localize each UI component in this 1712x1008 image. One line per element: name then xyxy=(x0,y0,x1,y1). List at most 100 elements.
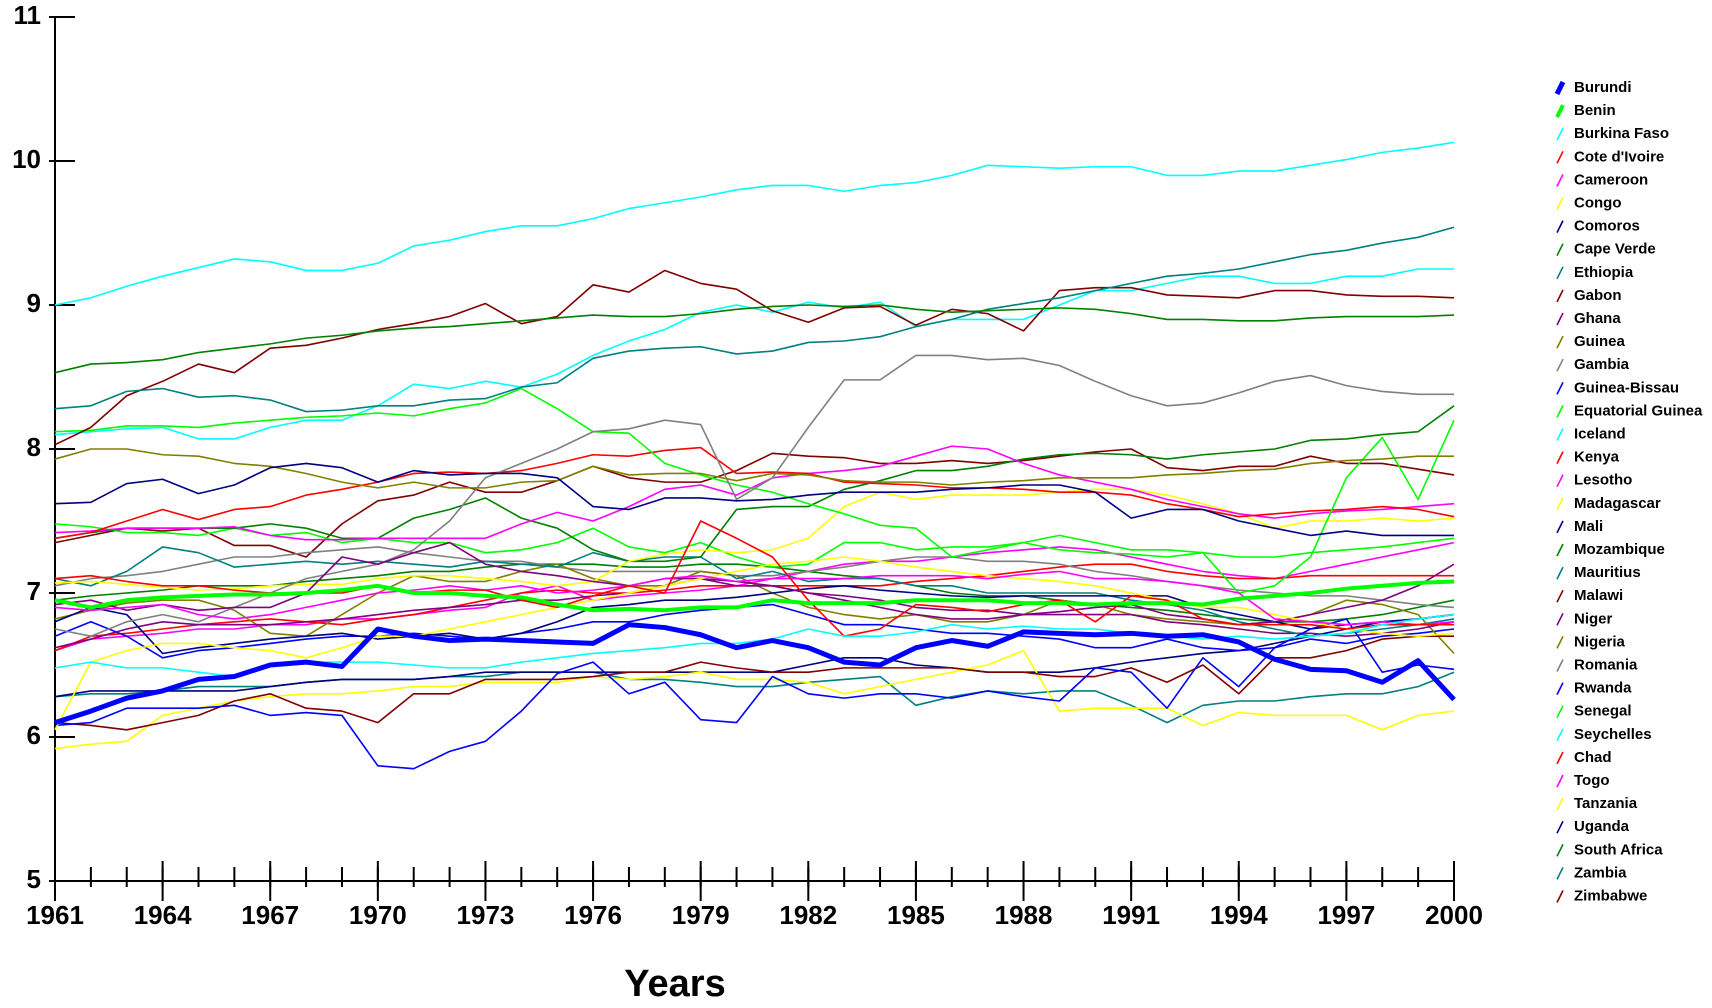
legend-label: Cape Verde xyxy=(1574,241,1656,258)
legend-swatch xyxy=(1556,497,1564,511)
legend-label: Mozambique xyxy=(1574,541,1665,558)
legend-swatch xyxy=(1556,751,1564,765)
legend-swatch xyxy=(1556,890,1564,903)
legend-label: Cameroon xyxy=(1574,171,1648,188)
x-axis-title: Years xyxy=(624,963,725,1003)
legend-label: Kenya xyxy=(1574,449,1620,466)
legend-swatch xyxy=(1555,104,1565,118)
legend-swatch xyxy=(1556,220,1564,233)
legend-label: Tanzania xyxy=(1574,795,1638,812)
y-tick-label: 7 xyxy=(27,576,41,606)
legend-swatch xyxy=(1556,197,1564,210)
legend-label: South Africa xyxy=(1574,841,1663,858)
y-tick-label: 8 xyxy=(27,432,41,462)
legend-swatch xyxy=(1556,797,1564,811)
legend-swatch xyxy=(1554,80,1566,96)
legend-swatch xyxy=(1556,150,1564,164)
y-tick-label: 9 xyxy=(27,288,41,318)
legend-label: Seychelles xyxy=(1574,726,1652,743)
legend-label: Nigeria xyxy=(1574,633,1626,650)
x-tick-label: 1994 xyxy=(1210,900,1268,930)
legend-label: Niger xyxy=(1574,610,1613,627)
legend-label: Guinea xyxy=(1574,333,1626,350)
x-tick-label: 1982 xyxy=(779,900,837,930)
legend-swatch xyxy=(1556,358,1564,372)
x-tick-label: 1991 xyxy=(1102,900,1160,930)
legend-label: Burundi xyxy=(1574,79,1632,96)
legend-label: Togo xyxy=(1574,772,1610,789)
legend-swatch xyxy=(1556,381,1564,395)
legend-label: Equatorial Guinea xyxy=(1574,402,1703,419)
legend-swatch xyxy=(1556,243,1564,257)
legend-swatch xyxy=(1556,335,1564,349)
legend-swatch xyxy=(1556,174,1564,187)
series-line xyxy=(54,445,1455,541)
series-line xyxy=(54,405,1455,563)
legend-label: Benin xyxy=(1574,102,1616,119)
series-line xyxy=(54,622,1456,725)
series-line xyxy=(54,523,1455,568)
series-line xyxy=(54,268,1454,440)
x-tick-label: 1973 xyxy=(457,900,515,930)
series-line xyxy=(54,603,1455,659)
legend-label: Zambia xyxy=(1574,864,1627,881)
legend-swatch xyxy=(1556,774,1564,788)
x-tick-label: 1970 xyxy=(349,900,407,930)
legend-label: Mauritius xyxy=(1574,564,1641,581)
legend-swatch xyxy=(1556,682,1564,695)
series-line xyxy=(54,354,1454,637)
legend-label: Romania xyxy=(1574,656,1638,673)
series-line xyxy=(54,141,1455,306)
x-tick-label: 1976 xyxy=(564,900,622,930)
legend-swatch xyxy=(1556,451,1564,464)
legend-label: Senegal xyxy=(1574,703,1632,720)
legend-swatch xyxy=(1556,474,1564,488)
legend-swatch xyxy=(1556,289,1564,303)
series-line xyxy=(54,556,1455,731)
legend-swatch xyxy=(1556,266,1564,280)
legend-swatch xyxy=(1556,843,1564,857)
legend-swatch xyxy=(1556,428,1564,441)
legend-label: Madagascar xyxy=(1574,495,1661,512)
legend-swatch xyxy=(1556,405,1564,418)
legend-label: Cote d'Ivoire xyxy=(1574,148,1664,165)
series-line xyxy=(54,579,1455,613)
legend-label: Congo xyxy=(1574,194,1621,211)
series-line xyxy=(54,649,1455,750)
x-tick-label: 1979 xyxy=(672,900,730,930)
series-line xyxy=(54,577,1455,649)
x-tick-label: 2000 xyxy=(1425,900,1483,930)
series-line xyxy=(54,448,1454,489)
x-tick-label: 1961 xyxy=(26,900,84,930)
legend-swatch xyxy=(1556,612,1564,626)
legend-swatch xyxy=(1556,543,1564,557)
legend-swatch xyxy=(1556,312,1564,326)
legend-label: Lesotho xyxy=(1574,472,1632,489)
y-tick-label: 5 xyxy=(27,864,41,894)
series-line xyxy=(54,635,1454,731)
series-line xyxy=(54,546,1455,637)
legend-swatch xyxy=(1556,566,1564,580)
legend-swatch xyxy=(1556,127,1564,141)
series-line xyxy=(54,462,1454,537)
legend-swatch xyxy=(1556,659,1564,672)
legend-label: Malawi xyxy=(1574,587,1623,604)
legend-swatch xyxy=(1556,728,1564,742)
legend-swatch xyxy=(1556,520,1564,534)
legend-swatch xyxy=(1556,705,1564,719)
series-line xyxy=(54,585,1455,655)
series-line xyxy=(54,446,1455,540)
legend-swatch xyxy=(1556,820,1564,834)
series-line xyxy=(54,448,1455,558)
series-line xyxy=(54,304,1455,374)
legend-swatch xyxy=(1556,867,1564,880)
legend-swatch xyxy=(1556,589,1564,603)
legend-label: Gambia xyxy=(1574,356,1630,373)
legend-label: Gabon xyxy=(1574,287,1622,304)
legend-label: Chad xyxy=(1574,749,1612,766)
x-tick-label: 1988 xyxy=(995,900,1053,930)
legend-swatch xyxy=(1556,636,1564,649)
legend-label: Ethiopia xyxy=(1574,264,1634,281)
x-tick-label: 1967 xyxy=(241,900,299,930)
